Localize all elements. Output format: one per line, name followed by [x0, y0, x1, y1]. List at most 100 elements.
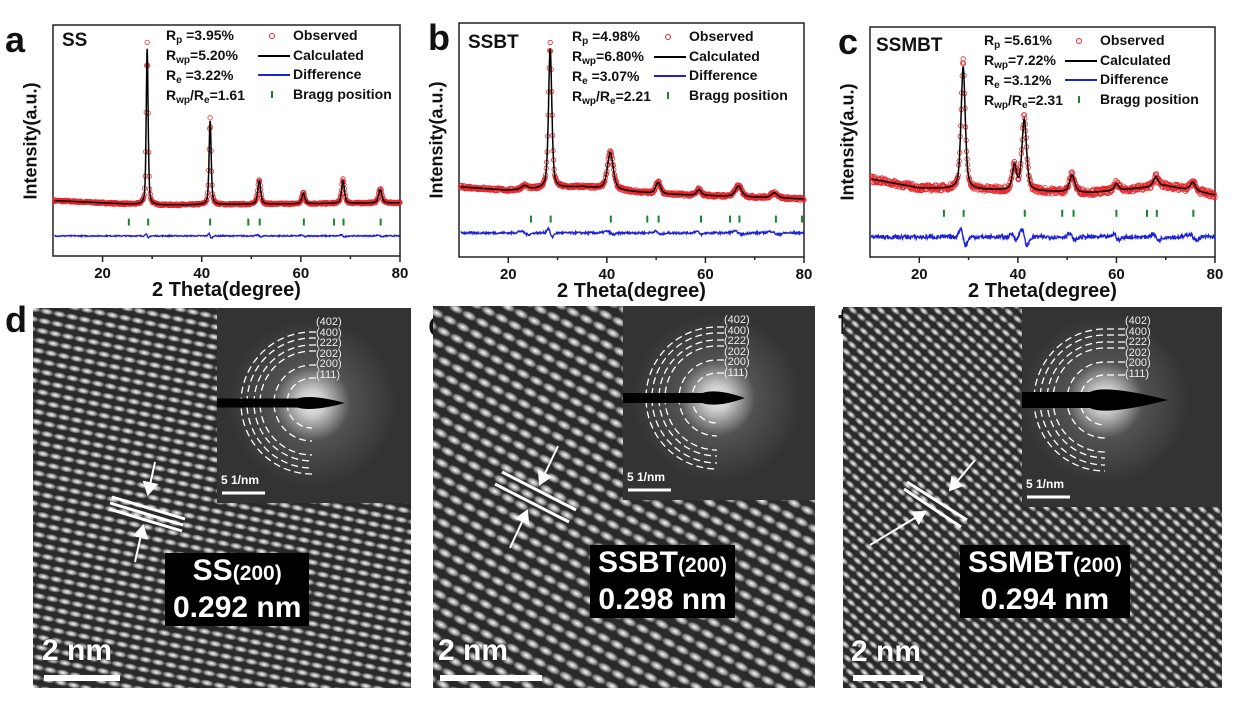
scale-bar-label: 2 nm [851, 635, 922, 668]
lattice-plane-marker [906, 480, 968, 522]
stat-segment: =5.20% [190, 47, 238, 63]
ring-index-label: (202) [724, 345, 750, 358]
scale-bar [853, 675, 923, 681]
legend-label: Observed [689, 28, 754, 44]
saed-inset [1020, 307, 1222, 507]
x-axis-label: 2 Theta(degree) [557, 280, 706, 302]
stat-segment: R [166, 67, 177, 83]
stat-segment: /R [1008, 92, 1023, 108]
stat-segment: R [572, 88, 583, 104]
saed-scale-label: 5 1/nm [1026, 477, 1065, 491]
stat-segment: =7.22% [1008, 52, 1056, 68]
phase-plane-line: SSBT(200) [598, 547, 727, 584]
lattice-plane-marker [111, 495, 186, 521]
observed-point [960, 60, 967, 66]
fit-statistic: Rp =5.61% [984, 32, 1052, 51]
stat-segment: e [176, 75, 182, 86]
diffraction-ring [1039, 334, 1125, 466]
d-spacing-value: 0.294 nm [980, 583, 1110, 616]
ring-index-label: (111) [724, 366, 749, 379]
plot-frame [458, 22, 805, 258]
saed-inset [217, 308, 411, 503]
stat-segment: R [984, 92, 995, 108]
ring-index-label: (222) [1125, 336, 1151, 348]
stat-segment: =3.22% [181, 67, 234, 83]
ring-index-label: (400) [1125, 325, 1151, 338]
difference-series [870, 225, 1216, 249]
stat-segment: wp [582, 96, 597, 107]
stat-segment: /R [596, 88, 611, 104]
d-spacing-label: SS(200) 0.292 nm [165, 553, 310, 626]
stat-segment: =4.98% [588, 28, 640, 44]
ring-index-label: (202) [316, 347, 342, 360]
ring-index-label: (402) [724, 314, 750, 326]
saed-scale-label: 5 1/nm [627, 470, 666, 484]
diffraction-ring [286, 377, 316, 429]
stat-segment: wp [994, 100, 1009, 111]
diffraction-ring [664, 345, 724, 451]
x-tick-label: 60 [697, 266, 714, 283]
stat-segment: wp [994, 60, 1009, 71]
stat-segment: e [582, 76, 588, 87]
x-tick-label: 60 [292, 265, 310, 282]
spacing-arrow [537, 445, 559, 486]
stat-segment: =1.61 [209, 87, 246, 103]
stat-segment: R [166, 27, 177, 43]
ring-index-label: (222) [724, 335, 750, 347]
stat-segment: =2.21 [615, 88, 652, 104]
ring-index-label: (400) [724, 324, 750, 337]
stat-segment: e [610, 96, 616, 107]
beam-stopper [217, 397, 345, 409]
stat-segment: =3.12% [999, 72, 1052, 88]
legend-label: Calculated [1100, 51, 1171, 68]
scale-bar [440, 675, 542, 681]
legend-label: Bragg position [1100, 90, 1199, 107]
spacing-arrow [509, 509, 530, 549]
lattice-plane-marker [494, 482, 570, 524]
phase-name: SS [192, 554, 233, 587]
x-tick-label: 40 [598, 266, 616, 283]
observed-point [207, 115, 213, 121]
stat-segment: =3.07% [587, 68, 640, 84]
ring-index-label: (402) [316, 316, 342, 328]
ring-index-label: (402) [1125, 315, 1151, 327]
difference-series [54, 231, 401, 240]
stat-segment: e [204, 95, 210, 106]
stat-segment: =5.61% [1000, 32, 1052, 48]
ring-index-label: (200) [316, 358, 342, 370]
panel-letter-d: d [5, 299, 27, 340]
scale-bar [44, 675, 120, 681]
plane-index: (200) [1073, 554, 1123, 577]
x-tick-label: 20 [910, 266, 928, 283]
x-tick-label: 80 [795, 266, 813, 283]
x-tick-label: 60 [1108, 266, 1125, 283]
ring-index-label: (111) [1125, 367, 1150, 380]
stat-segment: R [984, 72, 995, 88]
ring-index-label: (400) [316, 326, 342, 339]
observed-point [1021, 112, 1027, 118]
stat-segment: p [994, 40, 1001, 51]
stat-segment: /R [190, 87, 205, 103]
phase-plane-line: SS(200) [173, 555, 301, 592]
spacing-arrow [869, 510, 927, 546]
legend-label: Difference [689, 67, 758, 83]
ring-index-label: (222) [316, 337, 342, 349]
d-spacing-label: SSMBT(200) 0.294 nm [960, 545, 1131, 618]
ring-index-label: (202) [1125, 346, 1151, 359]
sample-label: SS [62, 30, 88, 51]
legend-label: Observed [1100, 32, 1165, 48]
stat-segment: R [984, 32, 995, 48]
fit-statistic: Rwp=6.80% [572, 48, 644, 67]
scale-bar-label: 2 nm [438, 634, 509, 667]
calculated-series [54, 48, 400, 206]
stat-segment: R [984, 52, 995, 68]
ring-index-label: (111) [316, 368, 341, 381]
x-tick-label: 40 [1009, 266, 1027, 283]
plot-frame [869, 26, 1216, 258]
sample-label: SSMBT [876, 35, 943, 56]
plot-frame [52, 24, 401, 257]
panel-letter-c: c [838, 21, 859, 62]
legend-label: Difference [1100, 71, 1169, 87]
